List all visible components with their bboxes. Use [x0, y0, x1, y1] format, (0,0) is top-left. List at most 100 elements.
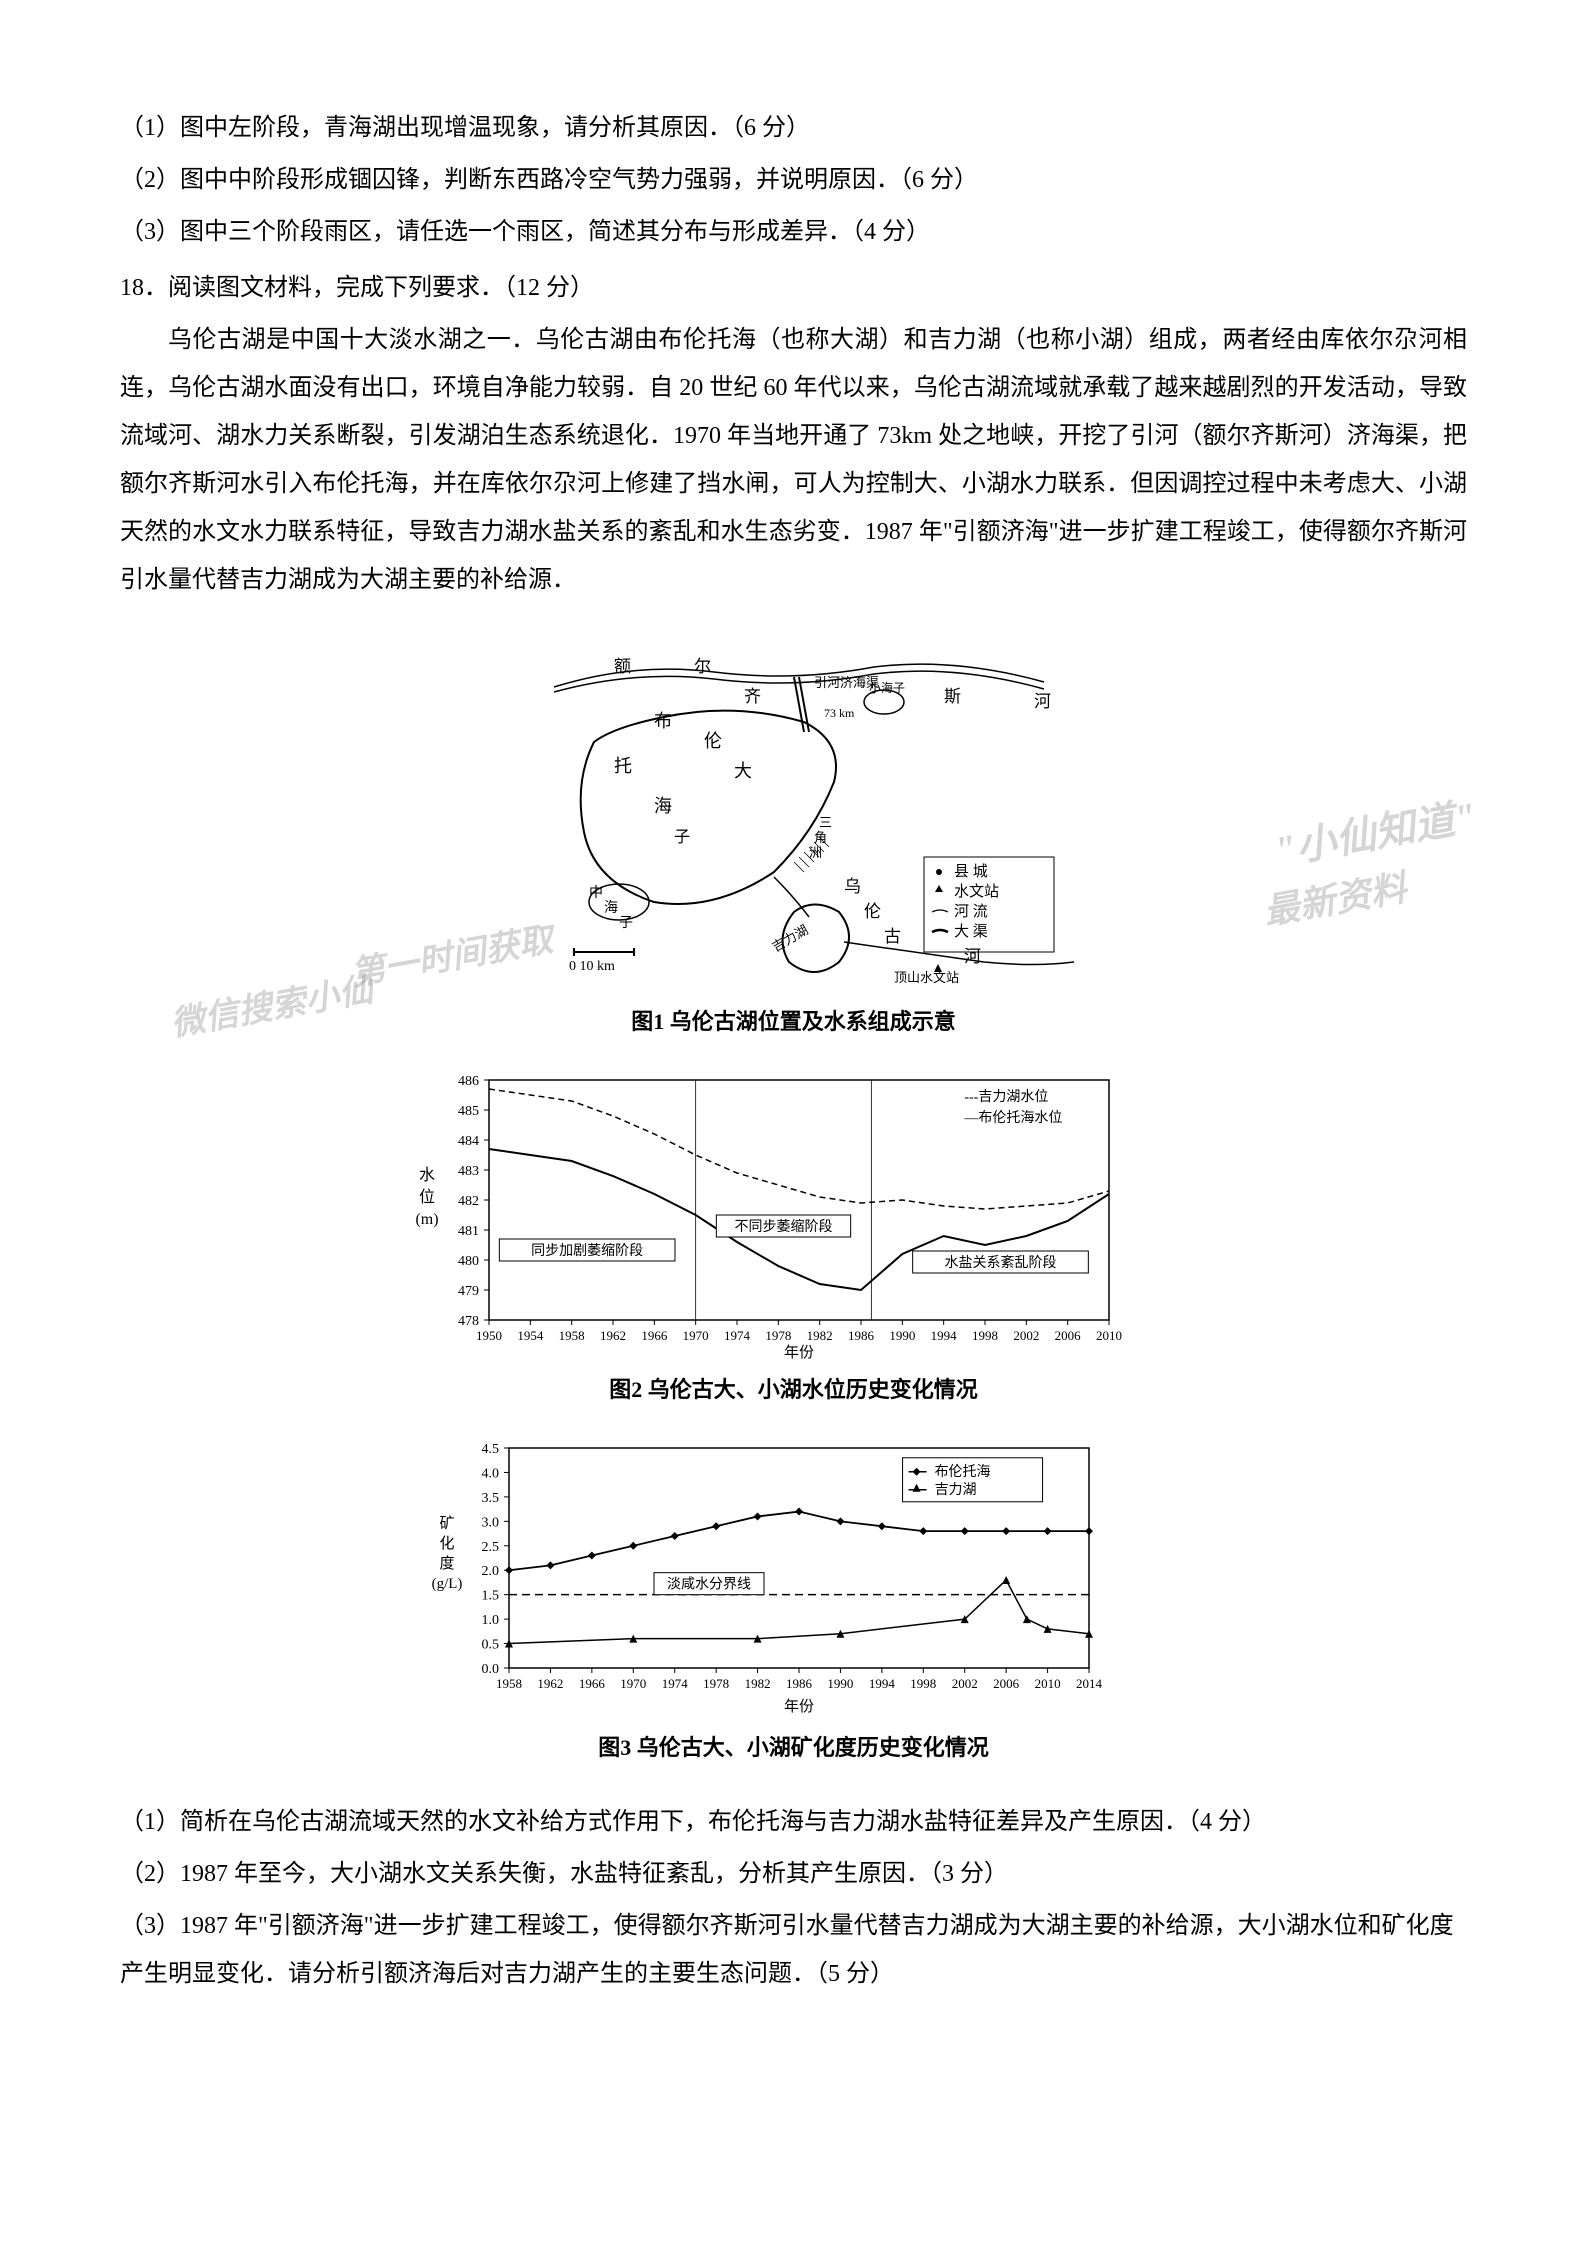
- svg-text:481: 481: [458, 1224, 479, 1239]
- svg-text:1986: 1986: [786, 1676, 813, 1691]
- svg-text:伦: 伦: [704, 731, 722, 751]
- svg-text:1982: 1982: [744, 1676, 770, 1691]
- svg-text:1998: 1998: [972, 1328, 998, 1343]
- svg-text:2014: 2014: [1076, 1676, 1103, 1691]
- figure1-map: 县 城 水文站 河 流 大 渠 0 10 km 额 尔 布 伦 齐 托 大 斯 …: [514, 642, 1074, 992]
- svg-text:1978: 1978: [703, 1676, 729, 1691]
- svg-text:1982: 1982: [806, 1328, 832, 1343]
- svg-text:73 km: 73 km: [824, 706, 855, 720]
- svg-text:洲: 洲: [809, 845, 822, 860]
- svg-text:2010: 2010: [1034, 1676, 1060, 1691]
- svg-text:482: 482: [458, 1194, 479, 1209]
- figure3-caption: 图3 乌伦古大、小湖矿化度历史变化情况: [598, 1726, 989, 1770]
- svg-text:4.5: 4.5: [481, 1442, 499, 1457]
- svg-text:1998: 1998: [910, 1676, 936, 1691]
- svg-text:布伦托海: 布伦托海: [934, 1464, 990, 1480]
- svg-text:子: 子: [674, 828, 690, 846]
- svg-text:1974: 1974: [724, 1328, 751, 1343]
- svg-text:1970: 1970: [682, 1328, 708, 1343]
- svg-text:485: 485: [458, 1104, 479, 1119]
- svg-text:2002: 2002: [1013, 1328, 1039, 1343]
- svg-text:1994: 1994: [868, 1676, 895, 1691]
- legend-county-text: 县 城: [954, 863, 988, 880]
- svg-text:4.0: 4.0: [481, 1466, 499, 1481]
- figure2-caption: 图2 乌伦古大、小湖水位历史变化情况: [609, 1368, 978, 1412]
- svg-text:---吉力湖水位: ---吉力湖水位: [964, 1089, 1048, 1105]
- svg-text:2006: 2006: [993, 1676, 1020, 1691]
- svg-text:托: 托: [614, 756, 632, 776]
- svg-text:1974: 1974: [661, 1676, 688, 1691]
- svg-text:中: 中: [589, 885, 603, 901]
- figure2-chart: 4784794804814824834844854861950195419581…: [409, 1060, 1179, 1360]
- svg-text:古: 古: [884, 927, 901, 946]
- figure2-box: 4784794804814824834844854861950195419581…: [409, 1060, 1179, 1412]
- scale-text: 0 10 km: [569, 959, 615, 974]
- svg-text:2006: 2006: [1054, 1328, 1081, 1343]
- svg-text:矿: 矿: [439, 1515, 454, 1532]
- svg-text:尔: 尔: [694, 657, 711, 676]
- svg-text:顶山水文站: 顶山水文站: [894, 970, 959, 985]
- svg-text:1990: 1990: [889, 1328, 915, 1343]
- figure3-chart: 0.00.51.01.52.02.53.03.54.04.51958196219…: [429, 1428, 1159, 1718]
- svg-text:1958: 1958: [558, 1328, 584, 1343]
- watermark-4: 微信搜索小仙: [166, 957, 379, 1059]
- legend-canal-text: 大 渠: [954, 923, 988, 940]
- svg-text:斯: 斯: [944, 687, 961, 706]
- svg-text:乌: 乌: [844, 877, 861, 896]
- legend-hydro-text: 水文站: [954, 883, 999, 900]
- figure1-caption: 图1 乌伦古湖位置及水系组成示意: [631, 1000, 956, 1044]
- svg-text:1978: 1978: [765, 1328, 791, 1343]
- svg-text:1986: 1986: [848, 1328, 875, 1343]
- svg-text:年份: 年份: [783, 1698, 813, 1715]
- svg-text:2.5: 2.5: [481, 1540, 499, 1555]
- watermark-1: "小仙知道": [1267, 777, 1482, 891]
- svg-text:1954: 1954: [517, 1328, 544, 1343]
- svg-text:(g/L): (g/L): [431, 1576, 462, 1592]
- svg-text:位: 位: [418, 1188, 434, 1206]
- svg-text:三: 三: [819, 815, 832, 830]
- svg-text:河: 河: [1034, 692, 1051, 711]
- legend-river-text: 河 流: [954, 903, 988, 920]
- q17-sub3: （3）图中三个阶段雨区，请任选一个雨区，简述其分布与形成差异．（4 分）: [120, 208, 1467, 256]
- svg-text:齐: 齐: [744, 687, 761, 706]
- svg-text:—布伦托海水位: —布伦托海水位: [963, 1110, 1062, 1126]
- svg-text:海: 海: [654, 796, 672, 816]
- svg-text:483: 483: [458, 1164, 479, 1179]
- svg-text:1970: 1970: [620, 1676, 646, 1691]
- svg-text:年份: 年份: [783, 1344, 813, 1360]
- svg-text:布: 布: [654, 711, 672, 731]
- svg-text:化: 化: [439, 1535, 454, 1552]
- svg-text:水盐关系紊乱阶段: 水盐关系紊乱阶段: [944, 1254, 1056, 1271]
- svg-text:额: 额: [614, 657, 631, 676]
- figures-container: "小仙知道" 最新资料 第一时间获取 微信搜索小仙: [120, 634, 1467, 1778]
- figure1-box: 县 城 水文站 河 流 大 渠 0 10 km 额 尔 布 伦 齐 托 大 斯 …: [514, 642, 1074, 1044]
- svg-text:0.5: 0.5: [481, 1638, 499, 1653]
- svg-text:1.5: 1.5: [481, 1589, 499, 1604]
- q18-paragraph: 乌伦古湖是中国十大淡水湖之一．乌伦古湖由布伦托海（也称大湖）和吉力湖（也称小湖）…: [120, 316, 1467, 604]
- svg-text:伦: 伦: [864, 902, 881, 921]
- svg-text:大: 大: [734, 761, 752, 781]
- svg-text:小海子: 小海子: [869, 680, 905, 695]
- svg-text:1.0: 1.0: [481, 1613, 499, 1628]
- svg-text:吉力湖: 吉力湖: [934, 1482, 976, 1498]
- figure3-box: 0.00.51.01.52.02.53.03.54.04.51958196219…: [429, 1428, 1159, 1770]
- svg-text:同步加剧萎缩阶段: 同步加剧萎缩阶段: [531, 1243, 643, 1259]
- svg-text:3.0: 3.0: [481, 1515, 499, 1530]
- svg-text:角: 角: [814, 830, 827, 845]
- svg-text:2002: 2002: [951, 1676, 977, 1691]
- svg-text:海: 海: [604, 900, 618, 916]
- svg-text:水: 水: [418, 1166, 434, 1184]
- q17-sub1: （1）图中左阶段，青海湖出现增温现象，请分析其原因．（6 分）: [120, 104, 1467, 152]
- svg-text:1994: 1994: [930, 1328, 957, 1343]
- svg-text:淡咸水分界线: 淡咸水分界线: [667, 1577, 751, 1593]
- q17-sub2: （2）图中中阶段形成锢囚锋，判断东西路冷空气势力强弱，并说明原因．（6 分）: [120, 156, 1467, 204]
- watermark-2: 最新资料: [1258, 852, 1412, 948]
- svg-text:1966: 1966: [641, 1328, 668, 1343]
- svg-text:0.0: 0.0: [481, 1662, 499, 1677]
- svg-text:479: 479: [458, 1284, 479, 1299]
- svg-text:1962: 1962: [537, 1676, 563, 1691]
- svg-text:478: 478: [458, 1314, 479, 1329]
- svg-text:(m): (m): [415, 1211, 438, 1228]
- svg-text:1990: 1990: [827, 1676, 853, 1691]
- svg-text:1958: 1958: [496, 1676, 522, 1691]
